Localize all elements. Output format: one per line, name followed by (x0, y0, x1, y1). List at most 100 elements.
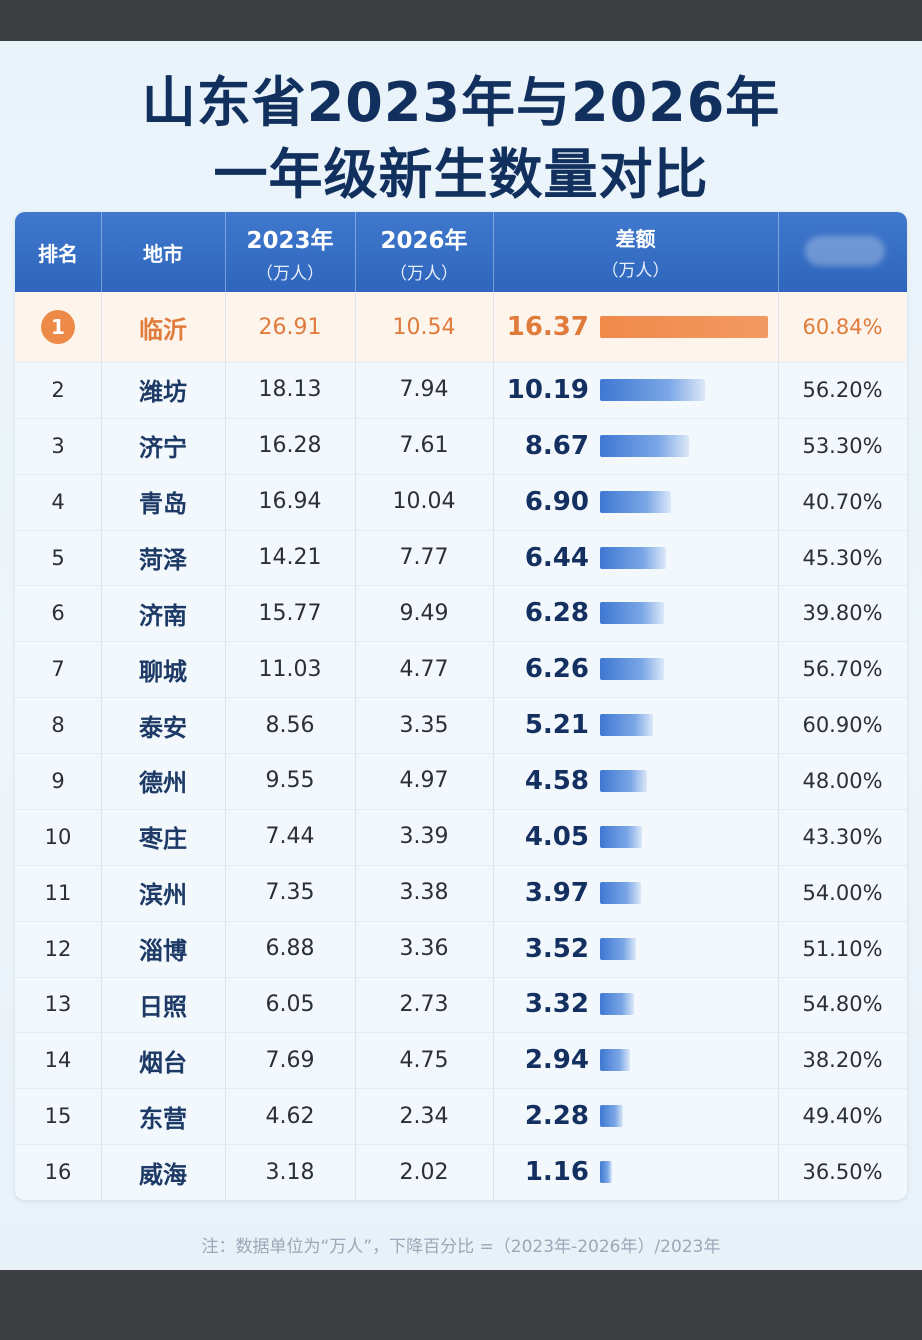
rank-badge: 1 (41, 310, 75, 344)
value-2026-cell: 7.94 (399, 377, 449, 403)
value-2026-cell: 4.77 (399, 656, 449, 682)
value-2026-cell: 10.04 (392, 489, 456, 515)
diff-value-cell: 2.94 (524, 1045, 589, 1076)
city-cell: 菏泽 (139, 546, 187, 575)
city-cell: 淄博 (139, 937, 187, 966)
data-table: 排名 地市 2023年 （万人） 2026年 （万人） 差额 （万人） 1 临沂 2… (15, 212, 907, 1200)
diff-value-cell: 3.97 (524, 877, 589, 908)
column-divider (355, 292, 356, 1200)
percent-cell: 54.80% (802, 992, 883, 1017)
city-cell: 枣庄 (139, 825, 187, 854)
city-cell: 济南 (139, 601, 187, 630)
diff-bar (600, 1161, 612, 1184)
column-divider (225, 292, 226, 1200)
rank-value: 14 (44, 1048, 72, 1073)
row-divider (15, 864, 907, 866)
header-divider (101, 212, 102, 292)
diff-bar (600, 658, 665, 681)
table-row: 16 威海 3.18 2.02 1.16 36.50% (15, 1144, 907, 1200)
header-city: 地市 (101, 212, 225, 292)
rank-cell: 4 (15, 474, 101, 530)
diff-value-cell: 4.58 (524, 765, 589, 796)
header-2023-unit: （万人） (256, 263, 324, 284)
header-diff: 差额 （万人） (493, 212, 778, 292)
percent-cell: 56.70% (802, 657, 883, 682)
bottom-bar (0, 1270, 922, 1340)
city-cell: 滨州 (139, 881, 187, 910)
table-row: 14 烟台 7.69 4.75 2.94 38.20% (15, 1032, 907, 1088)
rank-value: 15 (44, 1104, 72, 1129)
table-row: 4 青岛 16.94 10.04 6.90 40.70% (15, 474, 907, 530)
percent-cell: 51.10% (802, 936, 883, 961)
value-2023-cell: 6.88 (265, 936, 315, 962)
city-cell: 聊城 (139, 657, 187, 686)
diff-bar (600, 1105, 624, 1128)
diff-value-cell: 6.90 (524, 486, 589, 517)
value-2023-cell: 14.21 (258, 545, 322, 571)
rank-value: 10 (44, 824, 72, 849)
city-cell: 烟台 (139, 1048, 187, 1077)
value-2023-cell: 7.35 (265, 880, 315, 906)
header-diff-label: 差额 (615, 227, 656, 251)
table-row: 6 济南 15.77 9.49 6.28 39.80% (15, 585, 907, 641)
header-2026-unit: （万人） (390, 263, 458, 284)
title-line-1: 山东省2023年与2026年 (141, 71, 781, 134)
city-cell: 临沂 (139, 315, 187, 344)
value-2023-cell: 26.91 (258, 314, 322, 340)
diff-value-cell: 10.19 (506, 374, 589, 405)
rank-cell: 9 (15, 753, 101, 809)
rank-value: 3 (51, 433, 65, 458)
rank-cell: 10 (15, 809, 101, 865)
city-cell: 泰安 (139, 713, 187, 742)
rank-cell: 6 (15, 585, 101, 641)
percent-cell: 56.20% (802, 377, 883, 402)
percent-cell: 38.20% (802, 1048, 883, 1073)
rank-value: 11 (44, 880, 72, 905)
rank-value: 2 (51, 377, 65, 402)
rank-value: 12 (44, 936, 72, 961)
rank-cell: 11 (15, 865, 101, 921)
rank-value: 9 (51, 768, 65, 793)
table-row: 1 临沂 26.91 10.54 16.37 60.84% (15, 292, 907, 362)
rank-cell: 3 (15, 418, 101, 474)
diff-value-cell: 5.21 (524, 710, 589, 741)
city-cell: 日照 (139, 992, 187, 1021)
city-cell: 东营 (139, 1104, 187, 1133)
value-2023-cell: 9.55 (265, 768, 315, 794)
header-divider (778, 212, 779, 292)
diff-value-cell: 8.67 (524, 430, 589, 461)
value-2026-cell: 4.97 (399, 768, 449, 794)
table-row: 5 菏泽 14.21 7.77 6.44 45.30% (15, 530, 907, 586)
column-divider (101, 292, 102, 1200)
row-divider (15, 1144, 907, 1146)
diff-bar (600, 881, 641, 904)
percent-cell: 49.40% (802, 1104, 883, 1129)
value-2023-cell: 15.77 (258, 600, 322, 626)
column-divider (778, 292, 779, 1200)
rank-value: 7 (51, 657, 65, 682)
percent-cell: 54.00% (802, 880, 883, 905)
rank-cell: 15 (15, 1088, 101, 1144)
city-cell: 德州 (139, 769, 187, 798)
value-2023-cell: 7.69 (265, 1047, 315, 1073)
table-row: 11 滨州 7.35 3.38 3.97 54.00% (15, 865, 907, 921)
table-row: 2 潍坊 18.13 7.94 10.19 56.20% (15, 362, 907, 418)
rank-value: 13 (44, 992, 72, 1017)
row-divider (15, 753, 907, 755)
value-2023-cell: 8.56 (265, 712, 315, 738)
value-2023-cell: 4.62 (265, 1103, 315, 1129)
diff-value-cell: 4.05 (524, 821, 589, 852)
diff-value-cell: 6.26 (524, 654, 589, 685)
rank-cell: 16 (15, 1144, 101, 1200)
value-2023-cell: 7.44 (265, 824, 315, 850)
value-2023-cell: 18.13 (258, 377, 322, 403)
table-header: 排名 地市 2023年 （万人） 2026年 （万人） 差额 （万人） (15, 212, 907, 292)
header-divider (355, 212, 356, 292)
value-2026-cell: 7.61 (399, 433, 449, 459)
diff-bar (600, 1049, 631, 1072)
diff-bar (600, 490, 671, 513)
rank-value: 16 (44, 1160, 72, 1185)
rank-value: 5 (51, 545, 65, 570)
value-2023-cell: 6.05 (265, 991, 315, 1017)
percent-cell: 43.30% (802, 824, 883, 849)
